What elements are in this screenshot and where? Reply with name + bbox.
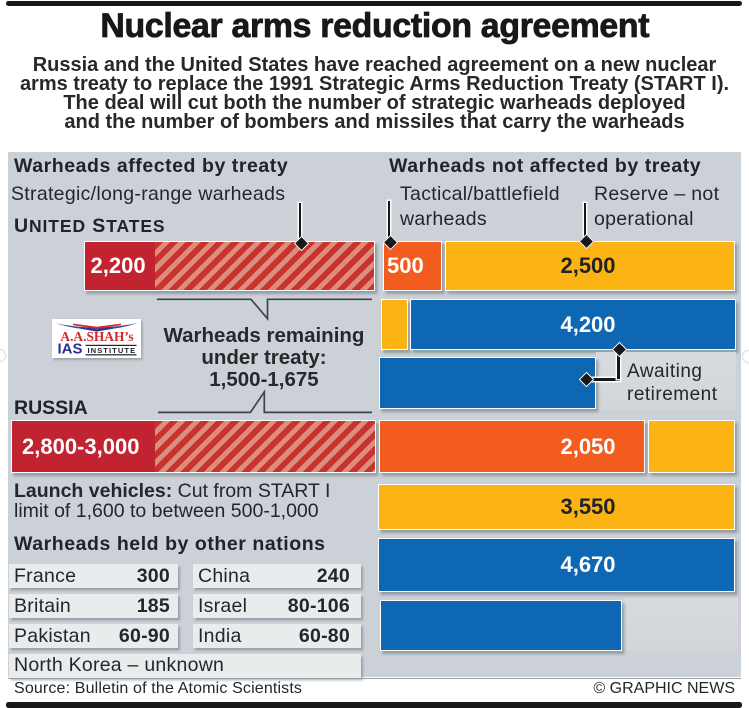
svg-text:A.A.SHAH’s: A.A.SHAH’s [60,329,133,344]
svg-text:IAS: IAS [57,341,82,358]
svg-text:INSTITUTE: INSTITUTE [87,346,136,355]
